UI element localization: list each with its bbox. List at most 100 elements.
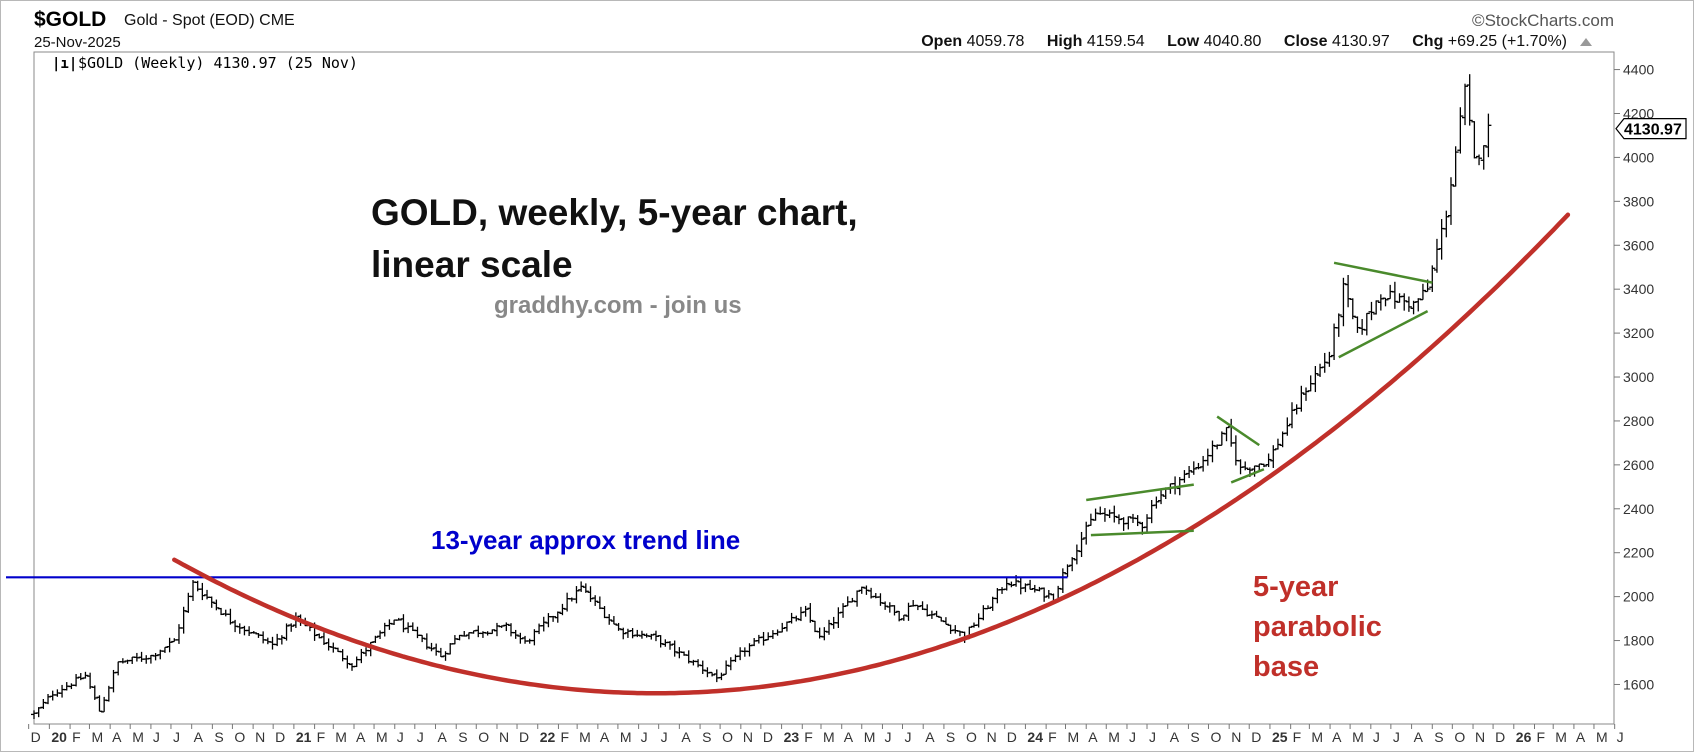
x-tick-label: A	[194, 729, 204, 745]
high-label: High	[1046, 33, 1083, 50]
x-tick-label: A	[600, 729, 610, 745]
x-tick-label: N	[987, 729, 997, 745]
x-tick-label: D	[763, 729, 773, 745]
x-tick-label: F	[72, 729, 81, 745]
x-tick-label: D	[1007, 729, 1017, 745]
x-tick-label: F	[804, 729, 813, 745]
low-value: 4040.80	[1203, 33, 1262, 50]
x-tick-label: 20	[51, 729, 67, 745]
x-tick-label: A	[1414, 729, 1424, 745]
x-tick-label: O	[1454, 729, 1465, 745]
x-tick-label: O	[234, 729, 245, 745]
x-tick-label: J	[1129, 729, 1136, 745]
y-tick-label: 4000	[1623, 149, 1654, 165]
high-value: 4159.54	[1086, 33, 1145, 50]
x-tick-label: D	[519, 729, 529, 745]
x-tick-label: D	[1251, 729, 1261, 745]
x-tick-label: O	[966, 729, 977, 745]
legend-label: $GOLD (Weekly) 4130.97 (25 Nov)	[78, 54, 358, 72]
x-tick-label: N	[255, 729, 265, 745]
symbol-name: Gold - Spot (EOD)	[124, 12, 255, 29]
chg-label: Chg	[1412, 33, 1444, 50]
x-tick-label: J	[641, 729, 648, 745]
parabolic-base-label-1: 5-year	[1253, 571, 1338, 603]
x-tick-label: A	[925, 729, 935, 745]
x-tick-label: M	[1555, 729, 1567, 745]
x-tick-label: M	[579, 729, 591, 745]
x-tick-label: N	[1475, 729, 1485, 745]
x-tick-label: J	[153, 729, 160, 745]
quote-date: 25-Nov-2025	[34, 34, 121, 51]
open-value: 4059.78	[966, 33, 1025, 50]
x-tick-label: S	[702, 729, 711, 745]
open-label: Open	[921, 33, 963, 50]
pennant-top-line	[1216, 415, 1260, 447]
x-tick-label: J	[173, 729, 180, 745]
y-tick-label: 3000	[1623, 369, 1654, 385]
y-axis: 1600 1800 2000 2200 2400 2600 2800 3000 3200 3400…	[1614, 62, 1654, 692]
symbol-description: Gold - Spot (EOD) CME	[124, 12, 295, 30]
x-tick-label: A	[844, 729, 854, 745]
x-tick-label: F	[1048, 729, 1057, 745]
parabolic-base-label-2: parabolic	[1253, 611, 1382, 643]
ohlc-glyph-icon: |ı|	[52, 56, 77, 72]
x-tick-label: D	[1495, 729, 1505, 745]
symbol-title: $GOLD	[34, 8, 107, 31]
y-tick-label: 4200	[1623, 105, 1654, 121]
last-price-marker: 4130.97	[1615, 118, 1687, 140]
x-tick-label: M	[376, 729, 388, 745]
x-tick-label: J	[1393, 729, 1400, 745]
price-bars	[31, 74, 1492, 720]
x-tick-label: 22	[540, 729, 556, 745]
x-tick-label: A	[1088, 729, 1098, 745]
x-tick-label: 26	[1516, 729, 1532, 745]
y-tick-label: 2200	[1623, 545, 1654, 561]
x-tick-label: 21	[296, 729, 312, 745]
y-tick-label: 2800	[1623, 413, 1654, 429]
brand-logo: ©StockCharts.com	[1472, 11, 1614, 30]
y-tick-label: 4400	[1623, 62, 1654, 78]
x-tick-label: S	[946, 729, 955, 745]
ohlc-summary: Open 4059.78 High 4159.54 Low 4040.80 Cl…	[921, 33, 1610, 51]
parabolic-base-label-3: base	[1253, 651, 1319, 683]
y-tick-label: 2000	[1623, 589, 1654, 605]
y-tick-label: 2400	[1623, 501, 1654, 517]
x-tick-label: S	[458, 729, 467, 745]
x-tick-label: O	[478, 729, 489, 745]
x-tick-label: M	[1108, 729, 1120, 745]
chart-annotation-title-2: linear scale	[371, 244, 573, 285]
x-tick-label: M	[1311, 729, 1323, 745]
x-tick-label: 25	[1272, 729, 1288, 745]
x-tick-label: A	[681, 729, 691, 745]
x-tick-label: N	[1231, 729, 1241, 745]
pennant-top-line	[1333, 261, 1433, 284]
x-tick-label: J	[884, 729, 891, 745]
pennant-top-line	[1086, 483, 1194, 502]
y-tick-label: 1800	[1623, 633, 1654, 649]
x-tick-label: S	[214, 729, 223, 745]
pennant-bottom-line	[1090, 529, 1194, 537]
x-tick-label: J	[1617, 729, 1624, 745]
x-tick-label: M	[864, 729, 876, 745]
plot-area	[33, 51, 1615, 725]
x-tick-label: M	[620, 729, 632, 745]
x-tick-label: M	[1596, 729, 1608, 745]
x-tick-label: A	[356, 729, 366, 745]
x-tick-label: M	[335, 729, 347, 745]
y-tick-label: 1600	[1623, 676, 1654, 692]
x-tick-label: A	[1332, 729, 1342, 745]
x-tick-label: J	[397, 729, 404, 745]
x-tick-label: N	[499, 729, 509, 745]
close-label: Close	[1283, 33, 1328, 50]
x-tick-label: O	[1210, 729, 1221, 745]
x-tick-label: D	[275, 729, 285, 745]
close-value: 4130.97	[1331, 33, 1390, 50]
x-tick-label: N	[743, 729, 753, 745]
x-tick-label: J	[1149, 729, 1156, 745]
up-arrow-icon	[1580, 37, 1592, 46]
x-tick-label: F	[560, 729, 569, 745]
pennant-bottom-line	[1230, 468, 1265, 484]
chart-annotation-title-1: GOLD, weekly, 5-year chart,	[371, 192, 858, 233]
x-tick-label: 23	[784, 729, 800, 745]
